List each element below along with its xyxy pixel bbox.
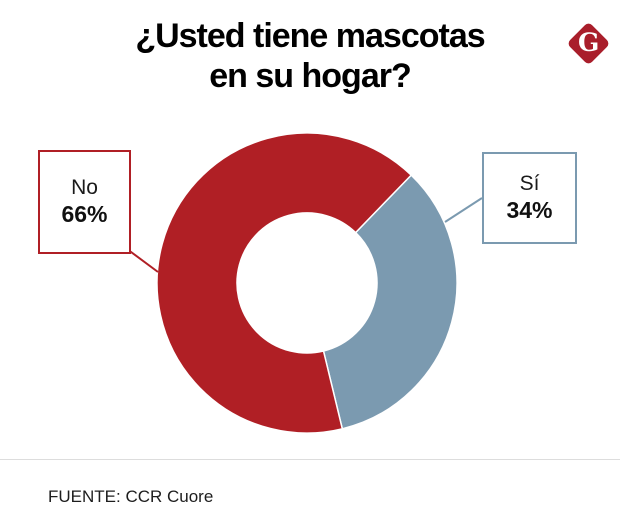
donut-slice-no — [156, 132, 412, 434]
chart-title: ¿Usted tiene mascotas en su hogar? — [0, 16, 620, 96]
leader-line-si — [444, 197, 483, 223]
callout-no: No 66% — [38, 150, 131, 254]
footer-divider — [0, 459, 620, 460]
callout-si-value: 34% — [506, 197, 553, 224]
donut-slice-si — [322, 174, 458, 430]
chart-title-line2: en su hogar? — [209, 57, 411, 95]
callout-no-label: No — [71, 176, 98, 200]
leader-line-no — [126, 248, 159, 273]
chart-title-line1: ¿Usted tiene mascotas — [135, 17, 485, 55]
source-label: FUENTE: CCR Cuore — [48, 487, 214, 506]
callout-si-label: Sí — [519, 172, 540, 196]
callout-no-value: 66% — [61, 201, 108, 228]
callout-si: Sí 34% — [482, 152, 577, 244]
